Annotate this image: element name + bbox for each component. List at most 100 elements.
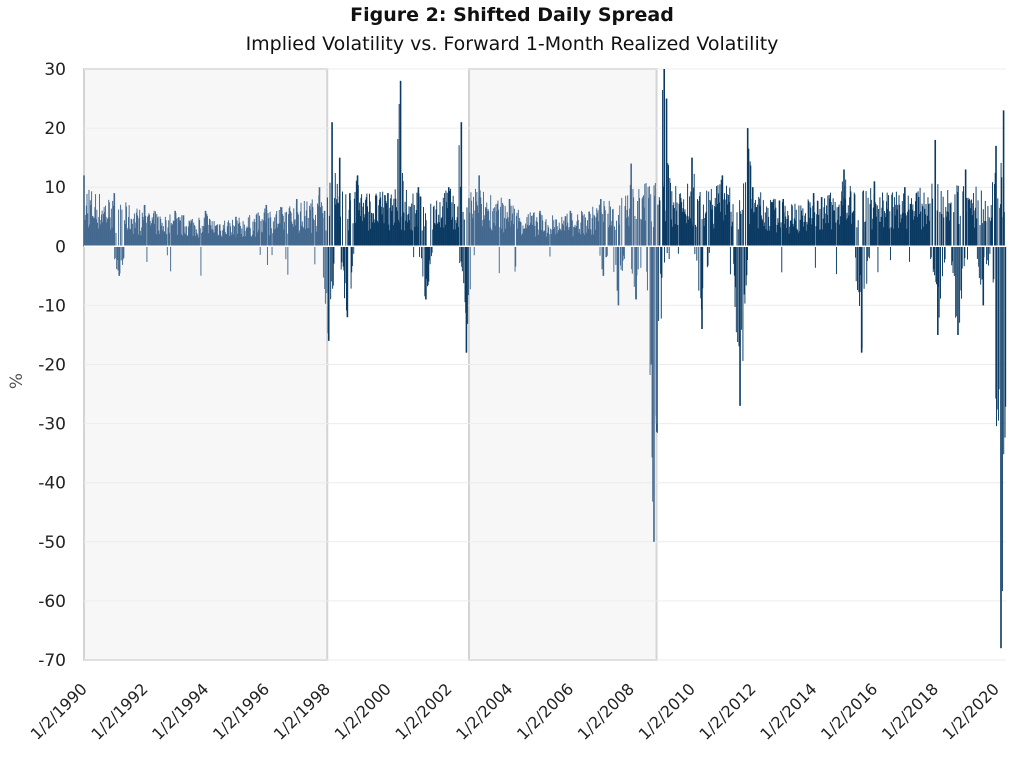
bar	[941, 214, 943, 247]
bar	[868, 246, 870, 259]
bar	[489, 227, 491, 247]
bar	[217, 234, 219, 247]
bar	[163, 232, 165, 247]
bar	[96, 209, 98, 247]
bar	[724, 193, 725, 247]
bar	[140, 235, 142, 247]
bar	[556, 219, 558, 247]
bar	[895, 204, 897, 247]
bar	[911, 209, 913, 247]
bar	[740, 214, 742, 247]
bar	[143, 220, 145, 247]
bar	[434, 223, 436, 247]
bar	[905, 215, 907, 247]
bar	[879, 197, 881, 247]
bar	[908, 209, 910, 247]
bar	[921, 203, 923, 247]
bar	[829, 198, 831, 247]
bar	[835, 222, 837, 247]
bar	[88, 189, 90, 247]
bar	[180, 220, 181, 247]
bar	[331, 122, 333, 247]
bar	[515, 246, 517, 267]
bar	[340, 216, 342, 247]
bar	[652, 246, 654, 502]
bar	[726, 193, 728, 247]
bar	[579, 234, 581, 247]
bar	[528, 225, 530, 247]
bar	[603, 200, 605, 247]
bar	[774, 199, 776, 247]
bar	[602, 246, 605, 276]
bar	[215, 225, 217, 247]
bar	[891, 192, 893, 247]
bar	[1002, 110, 1005, 247]
bar	[807, 199, 809, 247]
chart-title: Figure 2: Shifted Daily Spread	[350, 4, 674, 26]
bar	[509, 226, 511, 247]
bar	[686, 215, 688, 247]
bar	[551, 229, 553, 247]
bar	[408, 206, 410, 247]
y-tick-label: -40	[38, 474, 66, 494]
bar	[297, 214, 299, 247]
bar	[558, 230, 560, 247]
bar	[920, 211, 922, 247]
bar	[424, 246, 426, 297]
bar	[562, 225, 564, 247]
bar	[846, 212, 848, 247]
bar	[924, 214, 926, 247]
bar	[473, 246, 475, 256]
bar	[380, 206, 382, 247]
bar	[864, 221, 866, 247]
bar	[114, 246, 116, 260]
bar	[176, 218, 178, 247]
bar	[403, 212, 405, 247]
bar	[542, 231, 544, 247]
x-tick-label: 1/2/2004	[452, 679, 516, 743]
bar	[247, 217, 249, 247]
bar	[463, 246, 465, 284]
bar	[535, 236, 536, 247]
bar	[770, 201, 772, 247]
bar	[802, 208, 804, 247]
bar	[887, 195, 889, 247]
bar	[741, 246, 743, 330]
bar	[587, 220, 588, 247]
bar	[120, 246, 122, 261]
bar	[341, 246, 343, 263]
bar	[516, 212, 518, 247]
bar	[502, 204, 504, 247]
bar	[837, 219, 839, 247]
bar	[959, 215, 961, 247]
bar	[199, 228, 201, 247]
bar	[414, 226, 416, 247]
bar	[706, 190, 708, 247]
bar	[635, 218, 637, 247]
bar	[545, 219, 547, 247]
bar	[827, 195, 829, 247]
bar	[365, 199, 367, 247]
bar	[158, 233, 160, 247]
bar	[87, 227, 89, 247]
bar	[875, 204, 877, 247]
bar	[284, 221, 286, 247]
bar	[803, 221, 805, 247]
bar	[508, 199, 511, 247]
bar	[523, 229, 525, 247]
bar	[841, 191, 843, 247]
x-tick-label: 1/2/1990	[27, 679, 91, 743]
bar	[398, 104, 400, 247]
bar	[602, 214, 604, 247]
bar	[257, 232, 259, 247]
bar	[650, 221, 652, 247]
bar	[697, 199, 698, 247]
bar	[621, 246, 623, 271]
bar	[712, 204, 714, 247]
bar	[692, 226, 694, 247]
bar	[315, 214, 316, 247]
bar	[592, 206, 594, 247]
bar	[984, 220, 986, 247]
bar	[889, 211, 891, 247]
bar	[410, 229, 412, 247]
